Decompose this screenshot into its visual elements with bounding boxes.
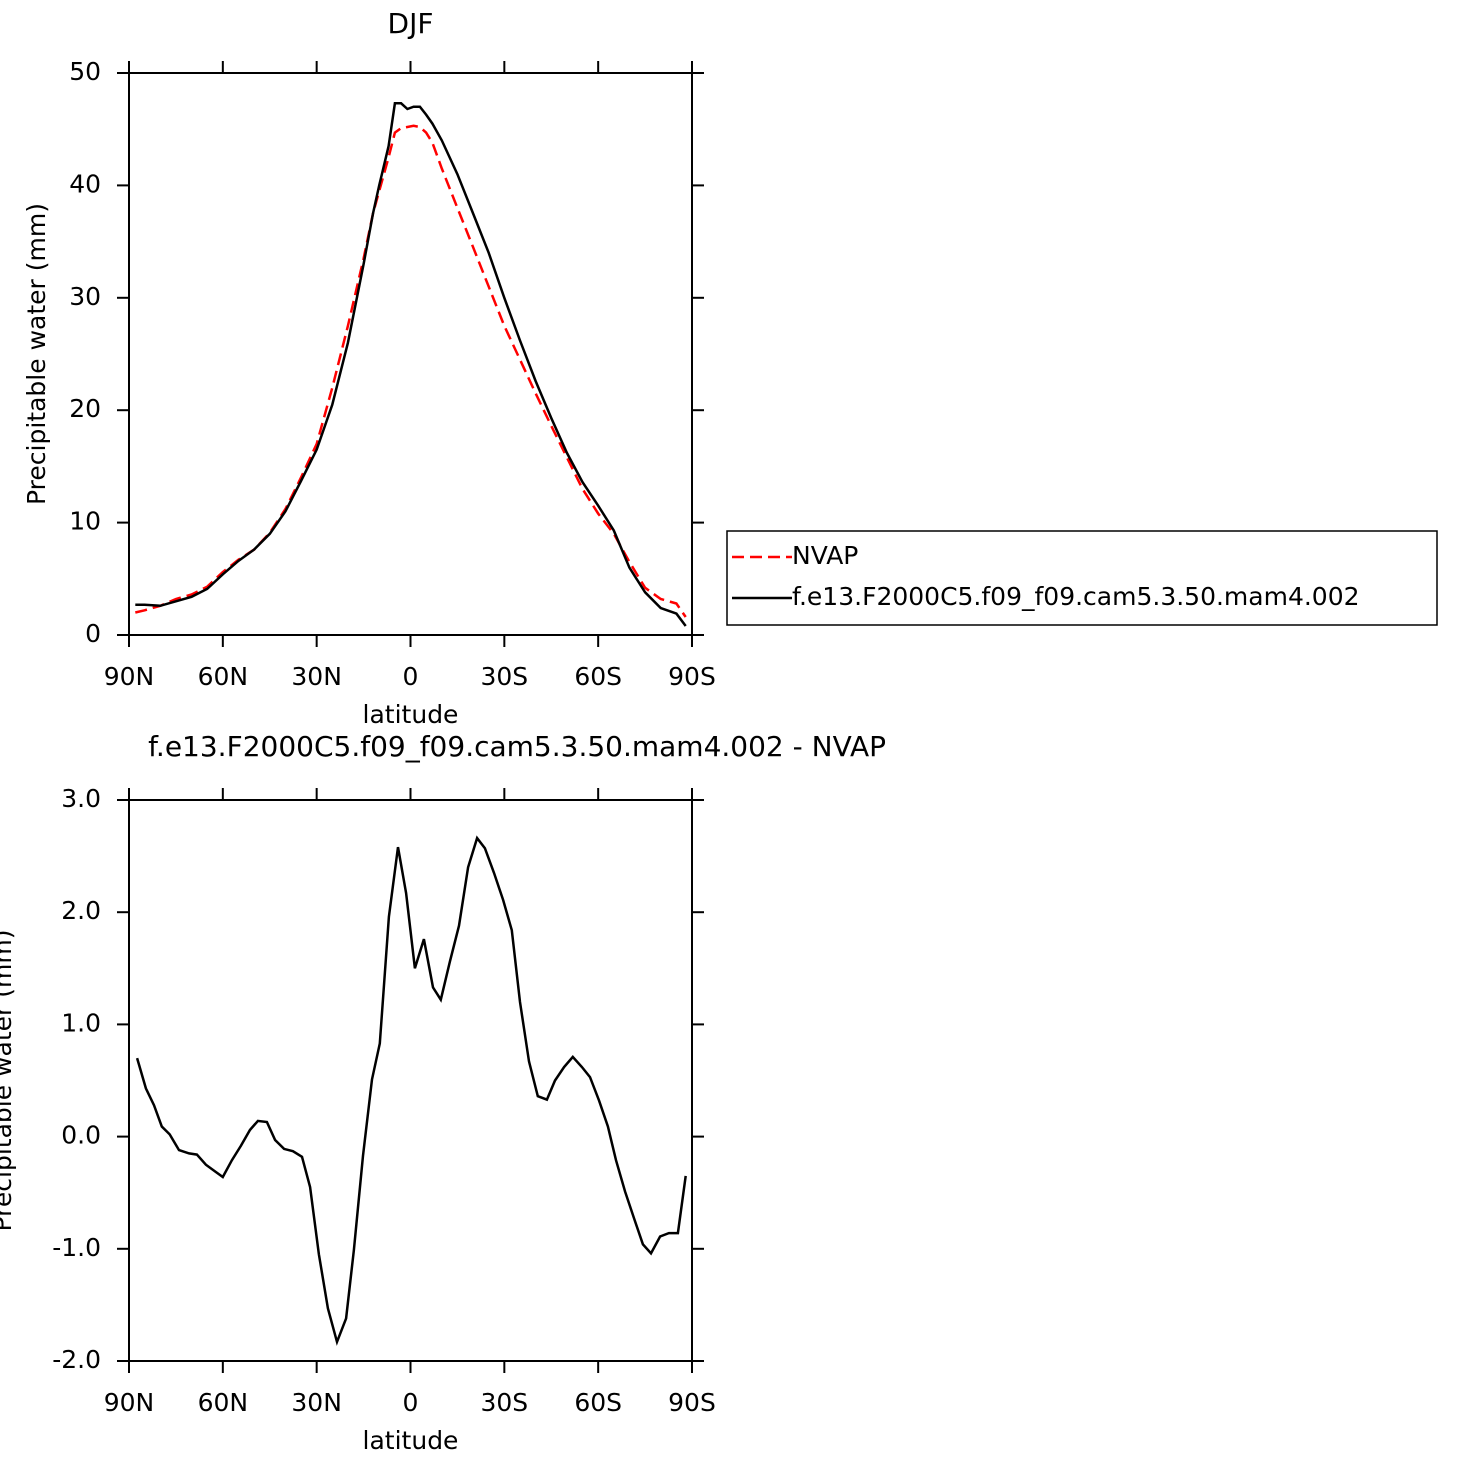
plot-frame	[128, 72, 693, 636]
x-tick-label: 30N	[291, 1388, 342, 1417]
x-tick-label: 30N	[291, 662, 342, 691]
y-tick-label: 10	[69, 507, 101, 536]
x-tick-label: 60N	[198, 1388, 249, 1417]
x-tick-label: 30S	[480, 1388, 528, 1417]
y-tick-label: 30	[69, 282, 101, 311]
legend-label: NVAP	[792, 541, 858, 570]
y-tick-label: 40	[69, 169, 101, 198]
x-axis-label: latitude	[363, 1426, 459, 1455]
data-line	[135, 102, 687, 627]
x-tick-label: 0	[403, 662, 419, 691]
plot-frame	[128, 799, 693, 1362]
x-tick-label: 90S	[668, 662, 716, 691]
x-tick-label: 90S	[668, 1388, 716, 1417]
y-axis-label: Precipitable water (mm)	[0, 930, 17, 1232]
x-tick-label: 90N	[104, 662, 155, 691]
data-line	[135, 124, 687, 618]
x-tick-label: 30S	[480, 662, 528, 691]
x-tick-label: 60S	[574, 662, 622, 691]
y-tick-label: 20	[69, 394, 101, 423]
x-tick-label: 60N	[198, 662, 249, 691]
x-tick-label: 60S	[574, 1388, 622, 1417]
chart-title: f.e13.F2000C5.f09_f09.cam5.3.50.mam4.002…	[148, 730, 886, 763]
legend-label: f.e13.F2000C5.f09_f09.cam5.3.50.mam4.002	[792, 582, 1360, 611]
y-axis-label: Precipitable water (mm)	[22, 203, 51, 505]
y-tick-label: 2.0	[61, 896, 101, 925]
data-line	[135, 835, 687, 1346]
y-tick-label: 0	[85, 619, 101, 648]
x-axis-label: latitude	[363, 700, 459, 729]
y-tick-label: 1.0	[61, 1008, 101, 1037]
chart-title: DJF	[388, 7, 434, 40]
y-tick-label: -2.0	[52, 1345, 101, 1374]
y-tick-label: -1.0	[52, 1233, 101, 1262]
x-tick-label: 0	[403, 1388, 419, 1417]
y-tick-label: 50	[69, 57, 101, 86]
y-tick-label: 0.0	[61, 1121, 101, 1150]
y-tick-label: 3.0	[61, 784, 101, 813]
x-tick-label: 90N	[104, 1388, 155, 1417]
legend-box	[726, 530, 1438, 626]
